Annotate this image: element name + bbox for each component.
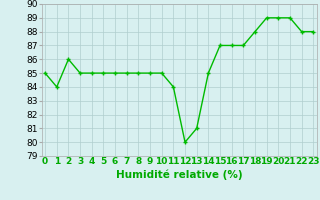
- X-axis label: Humidité relative (%): Humidité relative (%): [116, 169, 243, 180]
